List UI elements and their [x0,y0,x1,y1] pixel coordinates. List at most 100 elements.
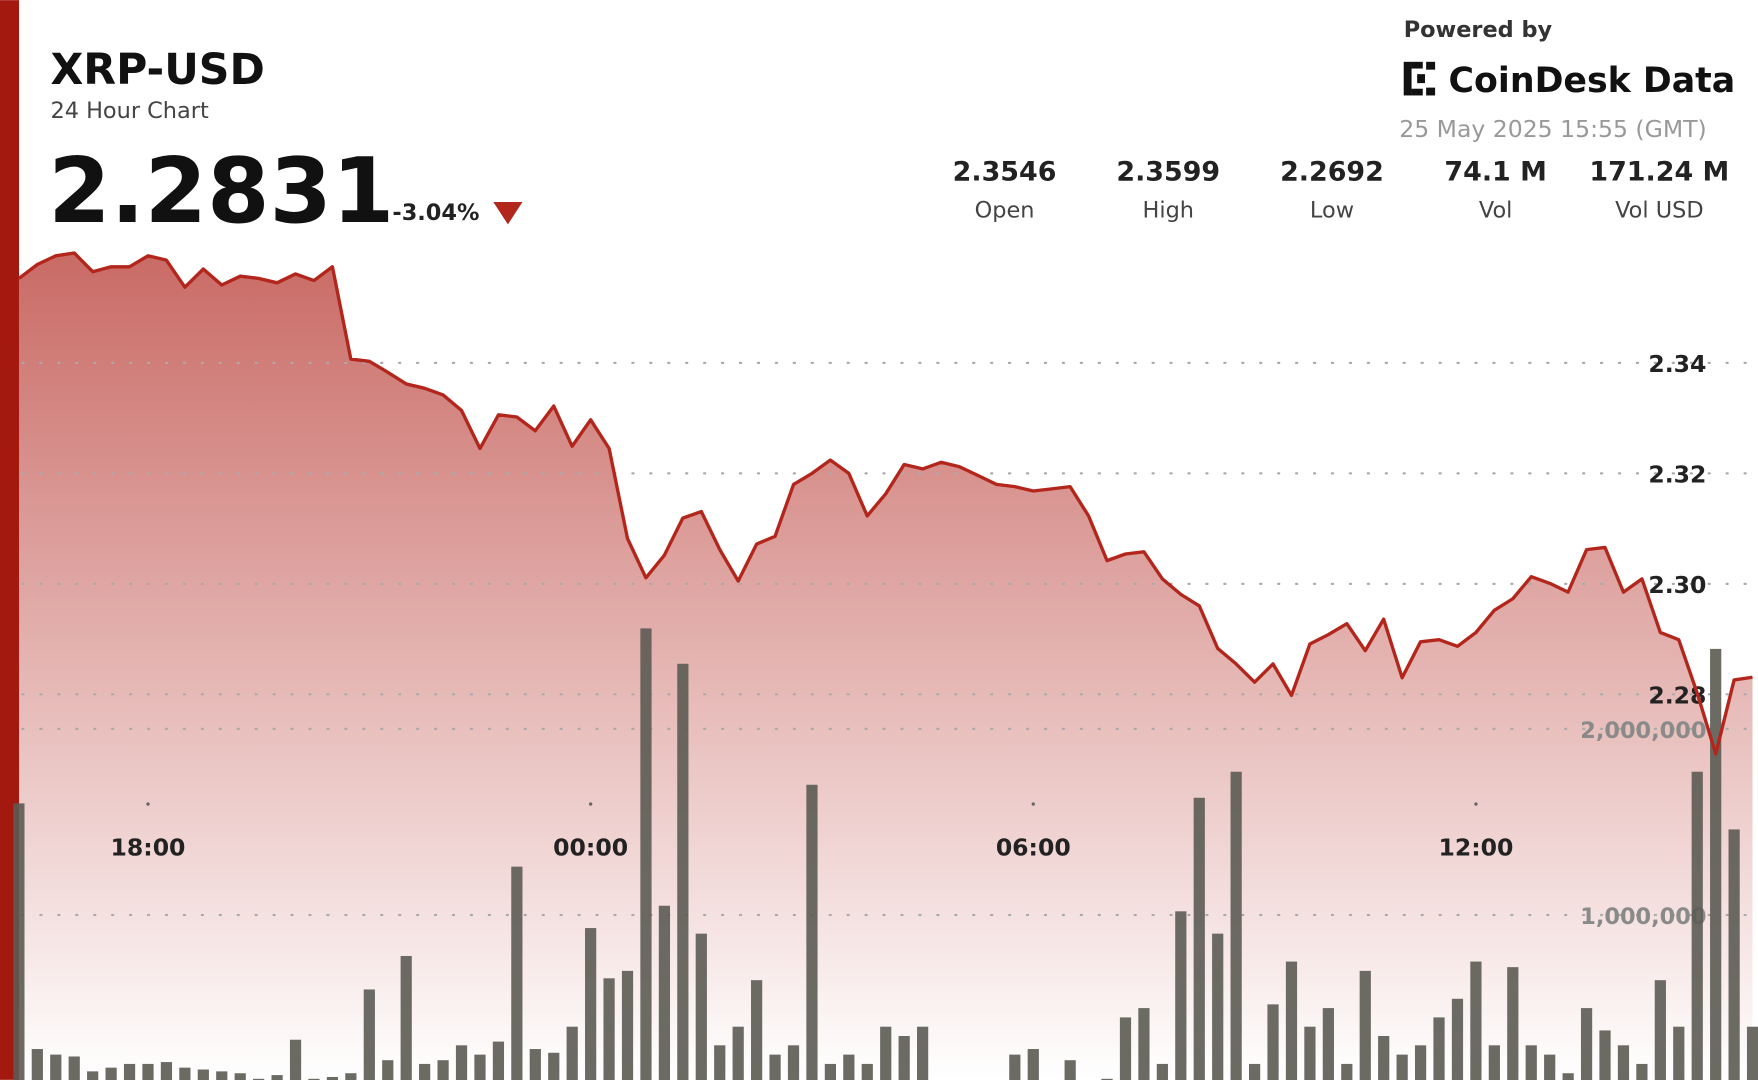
x-tick-label: 18:00 [111,834,186,862]
volume-bar [621,970,634,1080]
volume-bar [68,1056,80,1080]
volume-bar [1544,1054,1556,1080]
change: -3.04% [392,200,479,226]
volume-bar [400,955,412,1080]
stat-label: Vol USD [1615,198,1704,224]
volume-bar [123,1063,136,1080]
plot: 18:00 00:00 06:00 12:00 2,000,000 1,000,000 2.… [13,251,1758,1080]
y-tick-label: 2.32 [1648,460,1706,488]
volume-bar [677,663,689,1080]
stat-value: 2.3546 [953,157,1057,188]
volume-bar [1119,1017,1132,1080]
volume-bar [1267,1004,1279,1080]
volume-bar [1359,970,1371,1080]
volume-bar [658,905,671,1080]
stat-label: High [1143,198,1195,224]
volume-bar [695,933,707,1080]
volume-bar [529,1049,541,1080]
volume-bar [437,1060,449,1080]
volume-bar [1138,1008,1150,1080]
volume-bar [1617,1045,1630,1080]
y-tick-label: 2.30 [1648,571,1706,599]
y2-tick-label: 1,000,000 [1580,904,1706,930]
volume-bar [363,989,375,1080]
volume-bar [585,928,597,1080]
volume-bar [898,1036,910,1080]
stat-label: Low [1310,198,1354,224]
volume-bar [1009,1054,1021,1080]
timestamp: 25 May 2025 15:55 (GMT) [1399,115,1706,143]
price: 2.2831 [48,140,394,244]
stats: 2.3546 Open 2.3599 High 2.2692 Low 74.1 M Vol 17… [953,157,1730,224]
stat-label: Vol [1479,198,1513,224]
volume-bar [1248,1063,1261,1080]
volume-bar [1285,961,1298,1080]
volume-bar [1230,771,1242,1080]
volume-bar [234,1073,246,1080]
volume-bar [1396,1054,1408,1080]
volume-bar [1710,648,1722,1080]
volume-bar [1562,1073,1574,1080]
volume-bar [603,978,615,1080]
stat-value: 171.24 M [1589,157,1729,188]
volume-bar [308,1078,320,1080]
volume-bar [548,1052,560,1080]
volume-bar [1414,1045,1427,1080]
volume-bar [861,1063,873,1080]
volume-bar [160,1062,173,1080]
volume-bar [751,980,763,1080]
x-tick-mark [1474,802,1478,806]
volume-bar [1488,1045,1500,1080]
volume-bar [1064,1060,1076,1080]
subtitle: 24 Hour Chart [50,98,209,124]
volume-bar [1691,771,1703,1080]
volume-bar [787,1045,800,1080]
x-tick-mark [146,802,150,806]
volume-bar [1101,1078,1113,1080]
volume-bar [216,1071,228,1080]
volume-bar [1636,1063,1648,1080]
brand: CoinDesk Data [1449,61,1736,101]
volume-bar [253,1078,265,1080]
volume-bar [289,1039,302,1080]
volume-bar [1451,998,1464,1080]
stat-value: 2.2692 [1280,157,1384,188]
powered-by: Powered by [1404,17,1553,43]
volume-bar [13,803,25,1080]
brand-logo [1403,61,1436,96]
volume-bar [1746,1026,1758,1080]
volume-bar [880,1026,892,1080]
volume-bar [1027,1049,1039,1080]
volume-bar [382,1060,394,1080]
stat-label: Open [975,198,1035,224]
volume-bar [714,1045,726,1080]
stat-value: 74.1 M [1444,157,1546,188]
volume-bar [179,1067,191,1080]
title: XRP-USD [50,45,264,95]
volume-bar [474,1054,486,1080]
volume-bar [345,1073,357,1080]
volume-bar [1470,961,1482,1080]
volume-bar [1322,1008,1334,1080]
volume-bar [1654,980,1666,1080]
volume-bar [769,1054,781,1080]
x-tick-mark [588,802,593,806]
volume-bar [806,784,818,1080]
volume-bar [640,628,652,1080]
volume-bar [87,1071,99,1080]
price-area [18,252,1753,1080]
volume-bar [1673,1026,1685,1080]
volume-bar [1580,1008,1593,1080]
price-line [17,251,1753,756]
volume-bar [824,1063,837,1080]
x-tick-label: 06:00 [996,834,1071,862]
volume-bar [326,1076,339,1080]
volume-bar [917,1026,929,1080]
volume-bar [1212,933,1224,1080]
volume-bar [50,1054,62,1080]
volume-bar [1525,1045,1537,1080]
volume-bar [492,1041,505,1080]
y-tick-label: 2.34 [1648,350,1706,378]
volume-bar [1156,1063,1168,1080]
